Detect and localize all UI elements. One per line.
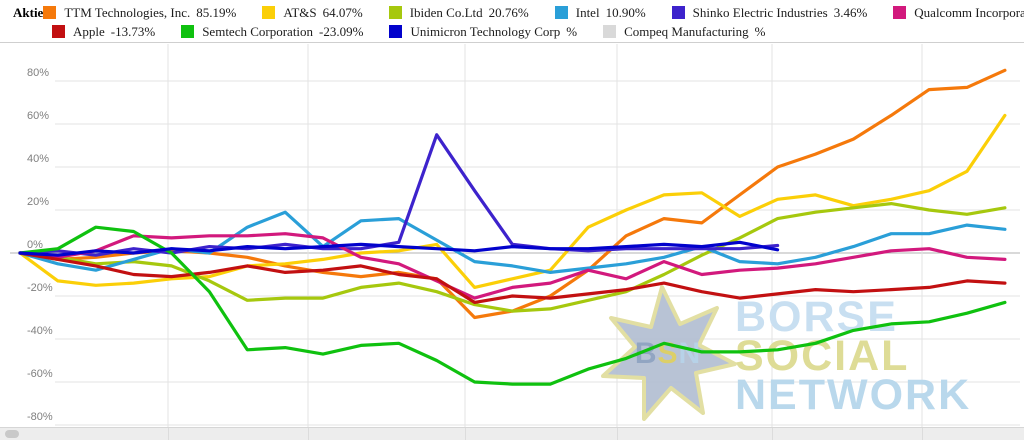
legend-item-label: AT&S	[283, 4, 317, 20]
legend-item-value: 10.90%	[605, 4, 646, 20]
chart-line-semtech-corporation	[18, 225, 1007, 386]
legend-item-label: Semtech Corporation	[202, 23, 314, 39]
y-axis-label: 40%	[27, 153, 49, 165]
star-icon	[601, 285, 737, 421]
legend-item-value: 3.46%	[833, 4, 868, 20]
chart-scrollbar[interactable]	[0, 427, 1024, 440]
chart-legend: Aktie TTM Technologies, Inc. 85.19% AT&S 64…	[0, 0, 1024, 43]
legend-row-2: Apple -13.73% Semtech Corporation -23.09% Un…	[13, 22, 1024, 41]
scrollbar-divider	[617, 428, 618, 440]
legend-item-label: Ibiden Co.Ltd	[409, 4, 483, 20]
legend-item-ttm-technologies-inc[interactable]: TTM Technologies, Inc. 85.19%	[43, 5, 236, 21]
legend-item-shinko-electric-industries[interactable]: Shinko Electric Industries 3.46%	[671, 4, 868, 21]
legend-title: Aktie	[13, 4, 44, 20]
chart-line-qualcomm-incorporated	[18, 232, 1007, 300]
y-axis-label: 80%	[27, 67, 49, 79]
y-axis-label: -60%	[27, 368, 53, 380]
chart-line-at-s	[18, 113, 1007, 289]
legend-item-at-s[interactable]: AT&S 64.07%	[262, 4, 363, 21]
legend-swatch	[388, 6, 402, 19]
legend-item-semtech-corporation[interactable]: Semtech Corporation -23.09%	[181, 24, 363, 40]
legend-swatch	[181, 25, 195, 38]
legend-item-value: -23.09%	[319, 23, 364, 39]
scrollbar-divider	[922, 428, 923, 440]
legend-swatch	[43, 6, 57, 19]
scrollbar-divider	[465, 428, 466, 440]
legend-item-label: TTM Technologies, Inc.	[64, 4, 191, 20]
legend-item-label: Shinko Electric Industries	[692, 4, 828, 20]
y-axis-label: 0%	[27, 239, 43, 251]
scrollbar-divider	[308, 428, 309, 440]
watermark-word-network: NETWORK	[735, 371, 971, 419]
legend-item-apple[interactable]: Apple -13.73%	[52, 24, 155, 40]
legend-item-value: %	[566, 23, 578, 39]
legend-row-1: Aktie TTM Technologies, Inc. 85.19% AT&S 64…	[13, 3, 1024, 22]
y-axis-label: -20%	[27, 282, 53, 294]
legend-item-ibiden-co-ltd[interactable]: Ibiden Co.Ltd 20.76%	[388, 4, 529, 21]
legend-item-label: Compeq Manufacturing	[624, 23, 749, 39]
y-axis-label: 60%	[27, 110, 49, 122]
scrollbar-divider	[168, 428, 169, 440]
legend-item-intel[interactable]: Intel 10.90%	[554, 4, 646, 21]
y-axis-label: -80%	[27, 411, 53, 423]
legend-item-qualcomm-incorporated[interactable]: Qualcomm Incorporated-3.26%	[893, 5, 1024, 21]
legend-item-value: 85.19%	[196, 4, 237, 20]
legend-item-label: Intel	[575, 4, 600, 20]
legend-item-label: Apple	[73, 23, 105, 39]
watermark-word-borse: BORSE	[735, 293, 898, 341]
scrollbar-divider	[772, 428, 773, 440]
watermark-star-label: BSN	[635, 337, 701, 370]
legend-item-value: 64.07%	[322, 4, 363, 20]
legend-item-value: 20.76%	[488, 4, 529, 20]
legend-item-value: -13.73%	[110, 23, 156, 39]
legend-item-label: Qualcomm Incorporated	[914, 4, 1024, 20]
chart-line-unimicron-technology-corp	[18, 240, 780, 257]
legend-swatch	[671, 6, 685, 19]
legend-item-compeq-manufacturing[interactable]: Compeq Manufacturing%	[603, 23, 766, 40]
legend-item-value: %	[754, 23, 766, 39]
legend-item-unimicron-technology-corp[interactable]: Unimicron Technology Corp%	[389, 24, 577, 40]
legend-swatch	[893, 6, 907, 19]
chart-line-apple	[18, 251, 1007, 304]
y-axis-label: 20%	[27, 196, 49, 208]
legend-swatch	[262, 6, 276, 19]
legend-swatch	[52, 25, 65, 38]
chart-line-ibiden-co-ltd	[18, 202, 1007, 313]
y-axis-label: -40%	[27, 325, 53, 337]
legend-swatch	[554, 6, 568, 19]
legend-item-label: Unimicron Technology Corp	[410, 23, 561, 39]
legend-swatch	[603, 25, 617, 38]
scrollbar-handle[interactable]	[5, 430, 19, 438]
legend-swatch	[389, 25, 403, 38]
